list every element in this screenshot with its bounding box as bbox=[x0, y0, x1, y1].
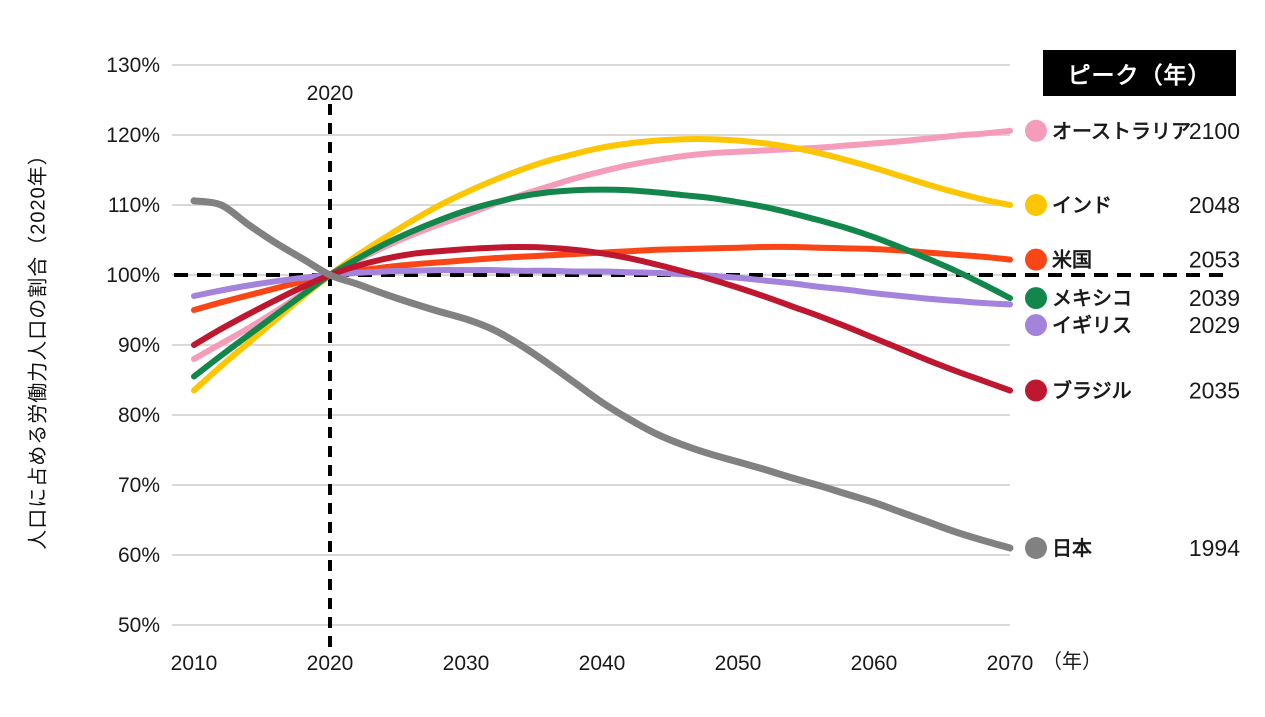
reference-lines bbox=[174, 104, 1232, 648]
legend-dot-icon bbox=[1025, 537, 1047, 559]
x-axis-unit-label: （年） bbox=[1042, 650, 1102, 673]
y-tick-label: 90% bbox=[118, 334, 160, 357]
x-tick-label: 2070 bbox=[987, 652, 1034, 675]
x-tick-label: 2050 bbox=[715, 652, 762, 675]
legend-dot-icon bbox=[1025, 119, 1047, 142]
legend-country-label: 米国 bbox=[1052, 249, 1092, 272]
legend-peak-year: 2039 bbox=[1189, 285, 1240, 311]
y-axis-tick-labels: 130% 120% 110% 100% 90% 80% 70% 60% 50% bbox=[106, 54, 160, 637]
legend-peak-year: 2029 bbox=[1189, 312, 1240, 338]
legend-dot-icon bbox=[1025, 314, 1047, 337]
series-lines bbox=[190, 127, 1014, 552]
legend-dot-icon bbox=[1025, 287, 1047, 310]
y-tick-label: 80% bbox=[118, 404, 160, 427]
y-tick-label: 130% bbox=[106, 54, 160, 77]
x-tick-label: 2020 bbox=[307, 652, 354, 675]
legend-dot-icon bbox=[1025, 379, 1047, 402]
legend-peak-year: 2048 bbox=[1189, 192, 1240, 218]
y-tick-label: 110% bbox=[108, 194, 160, 217]
y-tick-label: 60% bbox=[118, 544, 160, 567]
series-line-6 bbox=[190, 197, 1014, 552]
y-tick-label: 50% bbox=[118, 614, 160, 637]
x-tick-label: 2040 bbox=[579, 652, 626, 675]
reference-year-label: 2020 bbox=[307, 82, 354, 105]
legend-country-label: 日本 bbox=[1052, 537, 1092, 560]
legend-dot-icon bbox=[1025, 194, 1047, 216]
legend-header-peak-year: ピーク（年） bbox=[1043, 50, 1236, 96]
legend-peak-year: 2100 bbox=[1189, 118, 1240, 144]
x-axis-tick-labels: 2010 2020 2030 2040 2050 2060 2070 bbox=[171, 652, 1034, 675]
legend-country-label: ブラジル bbox=[1052, 379, 1132, 403]
y-tick-label: 100% bbox=[106, 264, 160, 287]
y-axis-title: 人口に占める労働力人口の割合（2020年） bbox=[27, 144, 50, 550]
legend-country-label: イギリス bbox=[1052, 314, 1132, 337]
x-tick-label: 2060 bbox=[851, 652, 898, 675]
legend-country-label: インド bbox=[1052, 195, 1112, 217]
legend-peak-year: 2053 bbox=[1189, 247, 1240, 273]
y-tick-label: 120% bbox=[106, 124, 160, 147]
legend-country-label: メキシコ bbox=[1052, 288, 1132, 310]
legend-peak-year: 2035 bbox=[1189, 378, 1240, 404]
y-tick-label: 70% bbox=[118, 474, 160, 497]
x-tick-label: 2030 bbox=[443, 652, 490, 675]
legend-country-label: オーストラリア bbox=[1052, 121, 1191, 143]
x-tick-label: 2010 bbox=[171, 652, 218, 675]
legend-dot-icon bbox=[1025, 248, 1047, 271]
legend-peak-year: 1994 bbox=[1189, 535, 1240, 561]
